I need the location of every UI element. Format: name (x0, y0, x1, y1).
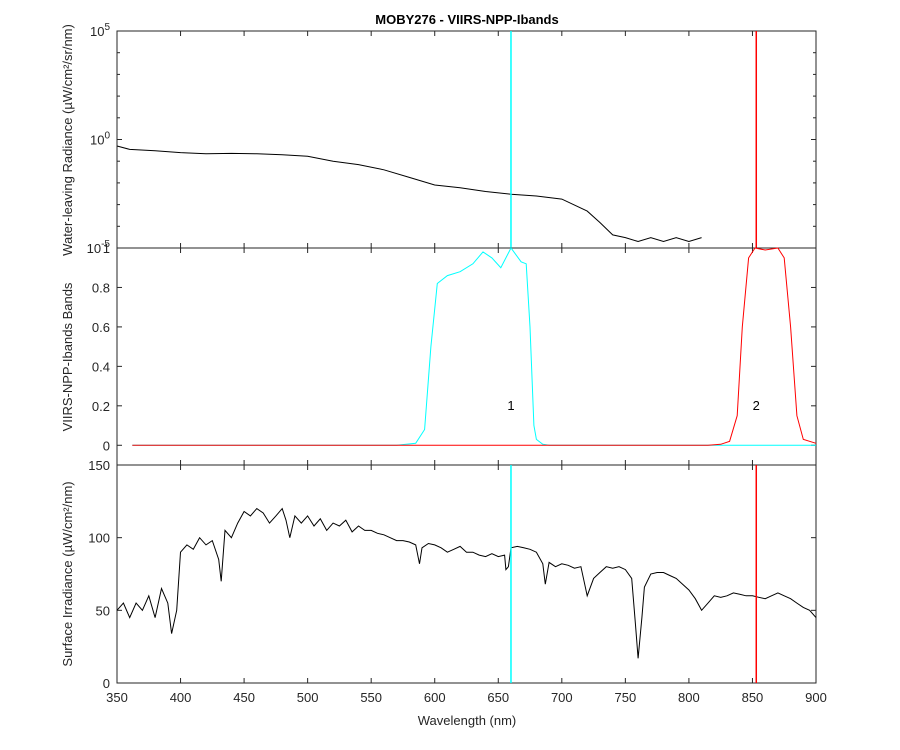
x-tick-label: 350 (106, 690, 128, 705)
plot-area (116, 31, 758, 248)
y-tick-label: 0.8 (92, 280, 110, 295)
y-tick-label: 100 (88, 531, 110, 546)
y-tick-label: 0.6 (92, 320, 110, 335)
x-tick-label: 600 (424, 690, 446, 705)
x-tick-label: 550 (360, 690, 382, 705)
x-ticks: 350 400 450 500 550 600 650 700 750 800 850 900 (106, 690, 827, 705)
y-tick-label: 10-5 (87, 239, 111, 256)
x-tick-label: 500 (297, 690, 319, 705)
x-axis-label: Wavelength (nm) (418, 713, 517, 728)
y-tick-label: 1 (103, 241, 110, 256)
x-tick-label: 450 (233, 690, 255, 705)
x-tick-label: 750 (615, 690, 637, 705)
series-line-1 (132, 247, 816, 446)
y-tick-label: 100 (90, 131, 110, 148)
axes-box (116, 464, 817, 684)
series-line-0-0 (116, 145, 702, 243)
y-axis-label: VIIRS-NPP-Ibands Bands (60, 282, 75, 431)
x-tick-label: 850 (742, 690, 764, 705)
plot-area (116, 465, 817, 683)
y-tick-label: 0 (103, 438, 110, 453)
panel-radiance: 10-5 100 105 Water-leaving Radiance (µW/cm… (60, 22, 817, 256)
y-tick-label: 150 (88, 458, 110, 473)
x-tick-label: 900 (805, 690, 827, 705)
y-tick-label: 0.2 (92, 399, 110, 414)
panel-irradiance: 0 50 100 150 Surface Irradiance (µW/cm²/nm) (60, 458, 817, 691)
axes-box (116, 247, 817, 466)
x-tick-label: 700 (551, 690, 573, 705)
band-label-1: 1 (507, 398, 514, 413)
y-ticks: 0 50 100 150 (88, 458, 817, 691)
y-tick-label: 0 (103, 676, 110, 691)
axes-box (116, 30, 817, 249)
y-ticks: 0 0.2 0.4 0.6 0.8 1 (92, 241, 817, 465)
y-axis-label: Water-leaving Radiance (µW/cm²/sr/nm) (60, 24, 75, 256)
y-axis-label: Surface Irradiance (µW/cm²/nm) (60, 481, 75, 666)
series-line-2 (132, 247, 817, 446)
chart-title: MOBY276 - VIIRS-NPP-Ibands (375, 12, 558, 27)
y-tick-label: 105 (90, 22, 110, 39)
x-tick-label: 400 (170, 690, 192, 705)
y-tick-label: 50 (96, 603, 110, 618)
band-label-2: 2 (753, 398, 760, 413)
x-tick-label: 800 (678, 690, 700, 705)
y-tick-label: 0.4 (92, 359, 110, 374)
y-ticks: 10-5 100 105 (87, 22, 817, 256)
x-tick-label: 650 (487, 690, 509, 705)
series-line-2-0 (116, 507, 817, 659)
